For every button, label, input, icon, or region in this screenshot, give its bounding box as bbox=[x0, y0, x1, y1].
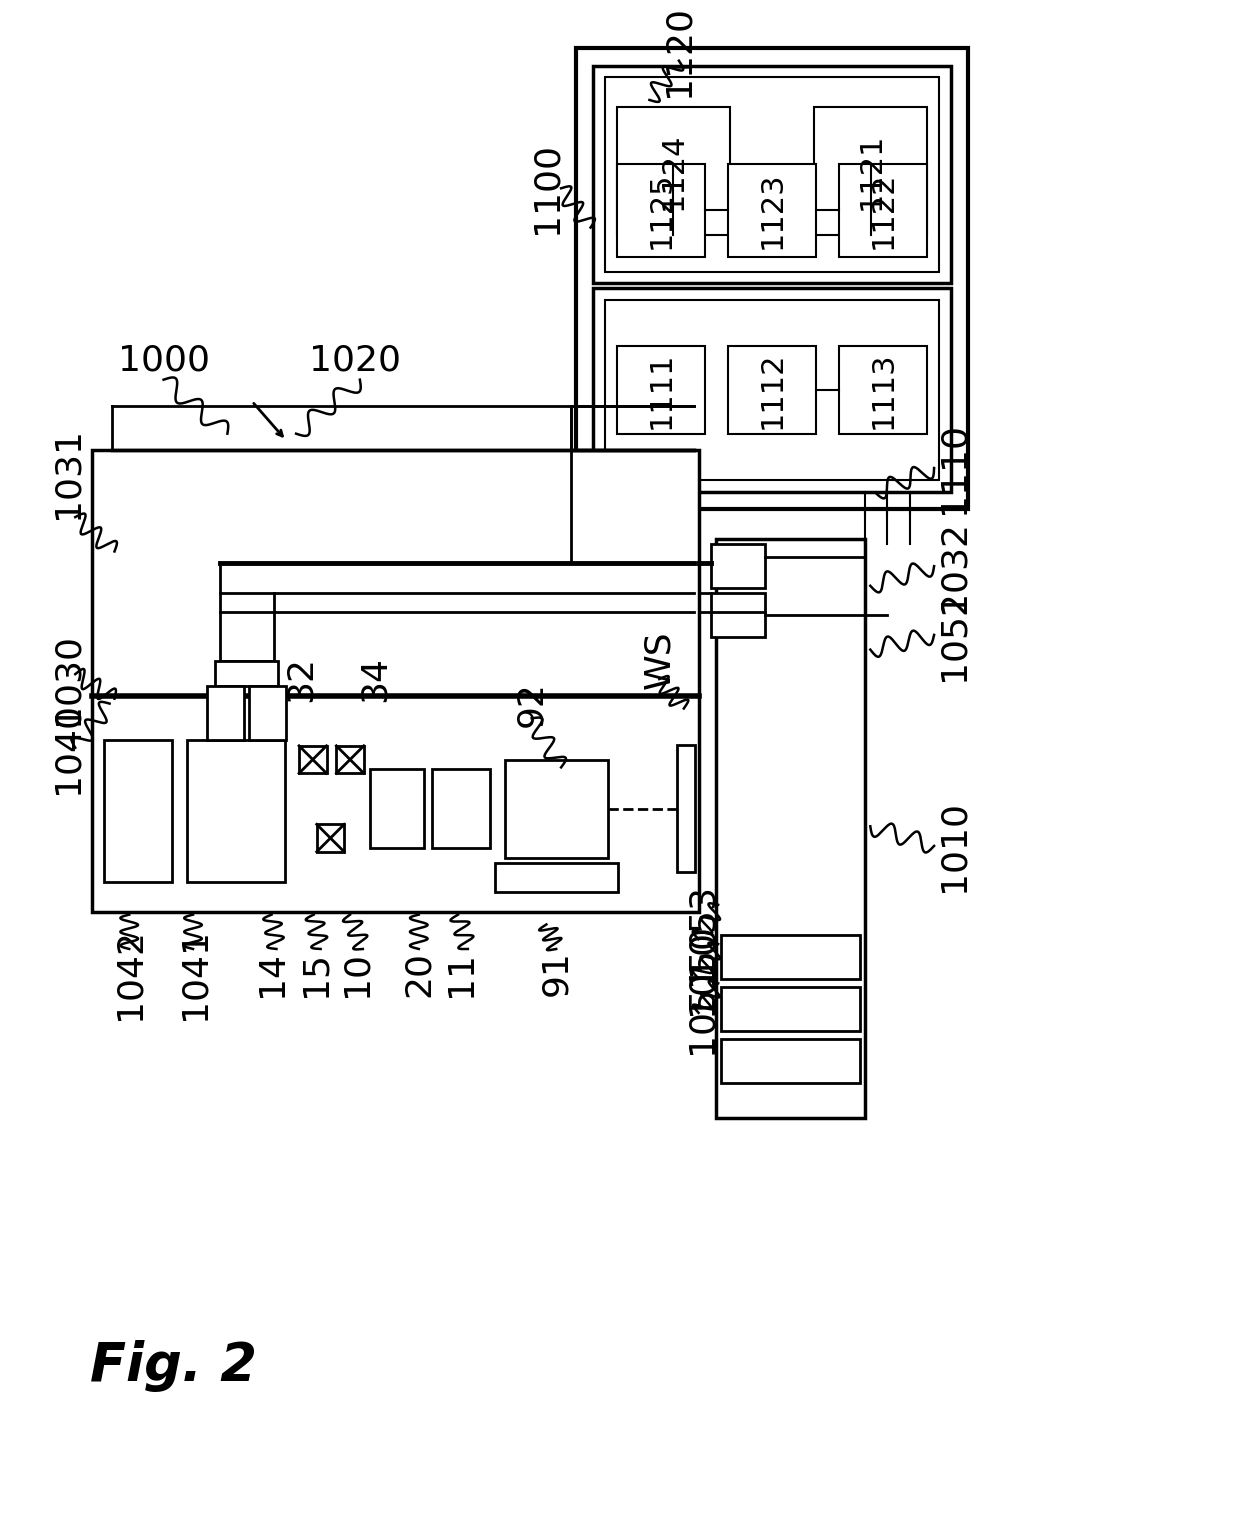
Bar bbox=[618, 346, 706, 434]
Text: 1051: 1051 bbox=[684, 961, 718, 1053]
Bar bbox=[839, 164, 928, 258]
Text: 91: 91 bbox=[539, 950, 573, 996]
Bar bbox=[299, 745, 326, 773]
Bar bbox=[495, 863, 618, 892]
Text: 1032: 1032 bbox=[936, 520, 971, 612]
Text: Fig. 2: Fig. 2 bbox=[91, 1340, 257, 1392]
Text: 1121: 1121 bbox=[857, 132, 885, 210]
Text: 1041: 1041 bbox=[177, 927, 211, 1019]
Bar bbox=[712, 593, 765, 636]
Text: 1010: 1010 bbox=[936, 800, 971, 892]
Text: 1050: 1050 bbox=[684, 923, 718, 1015]
Text: 1020: 1020 bbox=[309, 343, 401, 377]
Text: 10: 10 bbox=[340, 950, 374, 996]
Text: 11: 11 bbox=[444, 950, 477, 996]
Text: 1123: 1123 bbox=[758, 172, 786, 250]
Text: 14: 14 bbox=[254, 950, 289, 996]
Bar bbox=[618, 164, 706, 258]
Bar bbox=[92, 451, 698, 912]
Text: 1122: 1122 bbox=[868, 172, 898, 250]
Bar bbox=[187, 740, 285, 881]
Bar bbox=[618, 107, 730, 235]
Text: 1120: 1120 bbox=[662, 5, 696, 97]
Text: 32: 32 bbox=[284, 656, 317, 702]
Text: 1052: 1052 bbox=[936, 589, 971, 681]
Text: 1112: 1112 bbox=[758, 351, 786, 429]
Bar bbox=[249, 685, 286, 740]
Bar bbox=[594, 288, 951, 492]
Text: 34: 34 bbox=[357, 656, 392, 702]
Bar bbox=[605, 77, 939, 271]
Bar bbox=[575, 48, 968, 509]
Bar bbox=[722, 1039, 861, 1084]
Bar bbox=[370, 770, 424, 848]
Text: 1124: 1124 bbox=[658, 132, 688, 210]
Text: 1111: 1111 bbox=[647, 351, 676, 429]
Text: 1113: 1113 bbox=[868, 351, 898, 429]
Bar bbox=[722, 935, 861, 980]
Bar bbox=[215, 661, 279, 685]
Bar bbox=[677, 745, 694, 872]
Text: 1030: 1030 bbox=[51, 633, 84, 725]
Text: 1031: 1031 bbox=[51, 426, 84, 520]
Text: 1100: 1100 bbox=[529, 143, 563, 235]
Text: 1042: 1042 bbox=[113, 927, 146, 1019]
Text: 20: 20 bbox=[402, 950, 435, 996]
Bar bbox=[104, 740, 172, 881]
Bar bbox=[605, 300, 939, 480]
Text: 1000: 1000 bbox=[118, 343, 210, 377]
Text: WS: WS bbox=[642, 630, 676, 688]
Bar bbox=[712, 544, 765, 587]
Bar bbox=[432, 770, 491, 848]
Bar bbox=[594, 66, 951, 284]
Bar bbox=[316, 825, 345, 852]
Bar bbox=[207, 685, 244, 740]
Bar bbox=[728, 164, 816, 258]
Text: 92: 92 bbox=[515, 681, 548, 727]
Bar bbox=[717, 538, 866, 1118]
Bar bbox=[722, 987, 861, 1032]
Text: 1110: 1110 bbox=[936, 422, 971, 514]
Bar bbox=[815, 107, 928, 235]
Text: 1040: 1040 bbox=[51, 702, 84, 794]
Bar bbox=[728, 346, 816, 434]
Bar bbox=[336, 745, 363, 773]
Text: 1125: 1125 bbox=[647, 172, 676, 250]
Text: 1053: 1053 bbox=[684, 883, 718, 975]
Text: 15: 15 bbox=[299, 950, 332, 996]
Bar bbox=[505, 759, 609, 857]
Bar bbox=[839, 346, 928, 434]
